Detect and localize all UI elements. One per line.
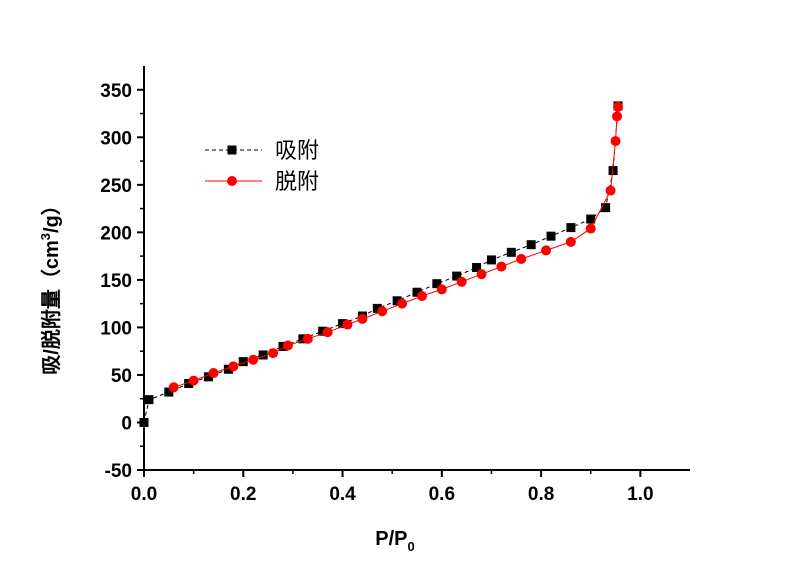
x-axis-title: P/P0 xyxy=(375,528,414,554)
y-tick-label: -50 xyxy=(105,461,132,482)
data-point xyxy=(318,326,328,336)
data-point xyxy=(377,306,388,317)
legend-item: 吸附 xyxy=(205,139,319,164)
data-point xyxy=(476,269,487,280)
x-tick-label: 0.2 xyxy=(230,484,256,505)
axes: -50 0 50 100 150 200 250 300 350 0.0 0.2 0.4 0.6 0.8 1… xyxy=(100,66,690,505)
data-point xyxy=(268,348,279,359)
data-point xyxy=(238,357,248,367)
legend-label: 吸附 xyxy=(275,139,319,164)
x-axis-title-main: P/P xyxy=(375,528,407,550)
y-axis-title-superscript: 3 xyxy=(38,233,53,240)
axis-titles: P/P0 吸/脱附量（cm3/g） xyxy=(38,195,415,554)
data-point xyxy=(612,111,623,122)
data-point xyxy=(322,327,333,338)
data-point xyxy=(248,354,259,365)
data-point xyxy=(472,263,482,273)
series-line xyxy=(173,106,619,388)
data-point xyxy=(546,231,556,241)
series-2 xyxy=(168,101,624,393)
data-point xyxy=(432,279,442,289)
data-point xyxy=(168,382,179,393)
data-point xyxy=(412,287,422,297)
x-tick-label: 0.8 xyxy=(528,484,554,505)
y-tick-label: 150 xyxy=(100,271,132,292)
series-line xyxy=(143,105,619,423)
x-tick-label: 0.6 xyxy=(429,484,455,505)
data-point xyxy=(282,340,293,351)
y-axis-title-tail: /g） xyxy=(40,195,63,233)
data-point xyxy=(357,313,368,324)
data-point xyxy=(338,319,348,329)
data-point xyxy=(184,378,194,388)
data-point xyxy=(541,245,552,256)
data-point xyxy=(605,185,616,196)
data-point xyxy=(139,417,149,427)
data-point xyxy=(613,101,624,112)
y-tick-label: 250 xyxy=(100,176,132,197)
x-tick-label: 0.0 xyxy=(131,484,157,505)
data-point xyxy=(456,276,467,287)
legend-marker xyxy=(227,145,237,155)
data-point xyxy=(601,203,611,213)
data-point xyxy=(372,303,382,313)
data-point xyxy=(302,333,313,344)
y-tick-label: 0 xyxy=(121,413,132,434)
x-tick-label: 0.4 xyxy=(329,484,356,505)
y-tick-label: 200 xyxy=(100,223,132,244)
data-point xyxy=(258,350,268,360)
data-point xyxy=(164,387,174,397)
data-point xyxy=(566,223,576,233)
data-point xyxy=(278,341,288,351)
data-point xyxy=(392,296,402,306)
data-point xyxy=(228,361,239,372)
data-point xyxy=(610,136,621,147)
data-point xyxy=(486,255,496,265)
y-axis-title: 吸/脱附量（cm3/g） xyxy=(38,195,63,374)
y-tick-label: 350 xyxy=(100,81,132,102)
data-point xyxy=(452,271,462,281)
data-point xyxy=(585,223,596,234)
data-point xyxy=(436,284,447,295)
legend-marker xyxy=(227,176,237,186)
data-point xyxy=(516,253,527,264)
legend-item: 脱附 xyxy=(205,170,319,195)
data-point xyxy=(526,240,536,250)
y-tick-label: 100 xyxy=(100,318,132,339)
data-point xyxy=(342,319,353,330)
data-point xyxy=(223,364,233,374)
x-axis-title-subscript: 0 xyxy=(408,539,415,554)
series-layer xyxy=(139,101,624,427)
data-point xyxy=(144,395,154,405)
data-point xyxy=(397,298,408,309)
x-tick-label: 1.0 xyxy=(627,484,653,505)
data-point xyxy=(496,261,507,272)
data-point xyxy=(416,291,427,302)
data-point xyxy=(506,247,516,257)
legend-label: 脱附 xyxy=(275,170,319,195)
series-1 xyxy=(139,101,623,427)
data-point xyxy=(188,375,199,386)
data-point xyxy=(586,214,596,224)
data-point xyxy=(565,236,576,247)
data-point xyxy=(204,372,214,382)
y-tick-label: 50 xyxy=(111,366,132,387)
y-tick-label: 300 xyxy=(100,128,132,149)
data-point xyxy=(208,368,219,379)
y-axis-title-main: 吸/脱附量（cm xyxy=(39,240,63,374)
